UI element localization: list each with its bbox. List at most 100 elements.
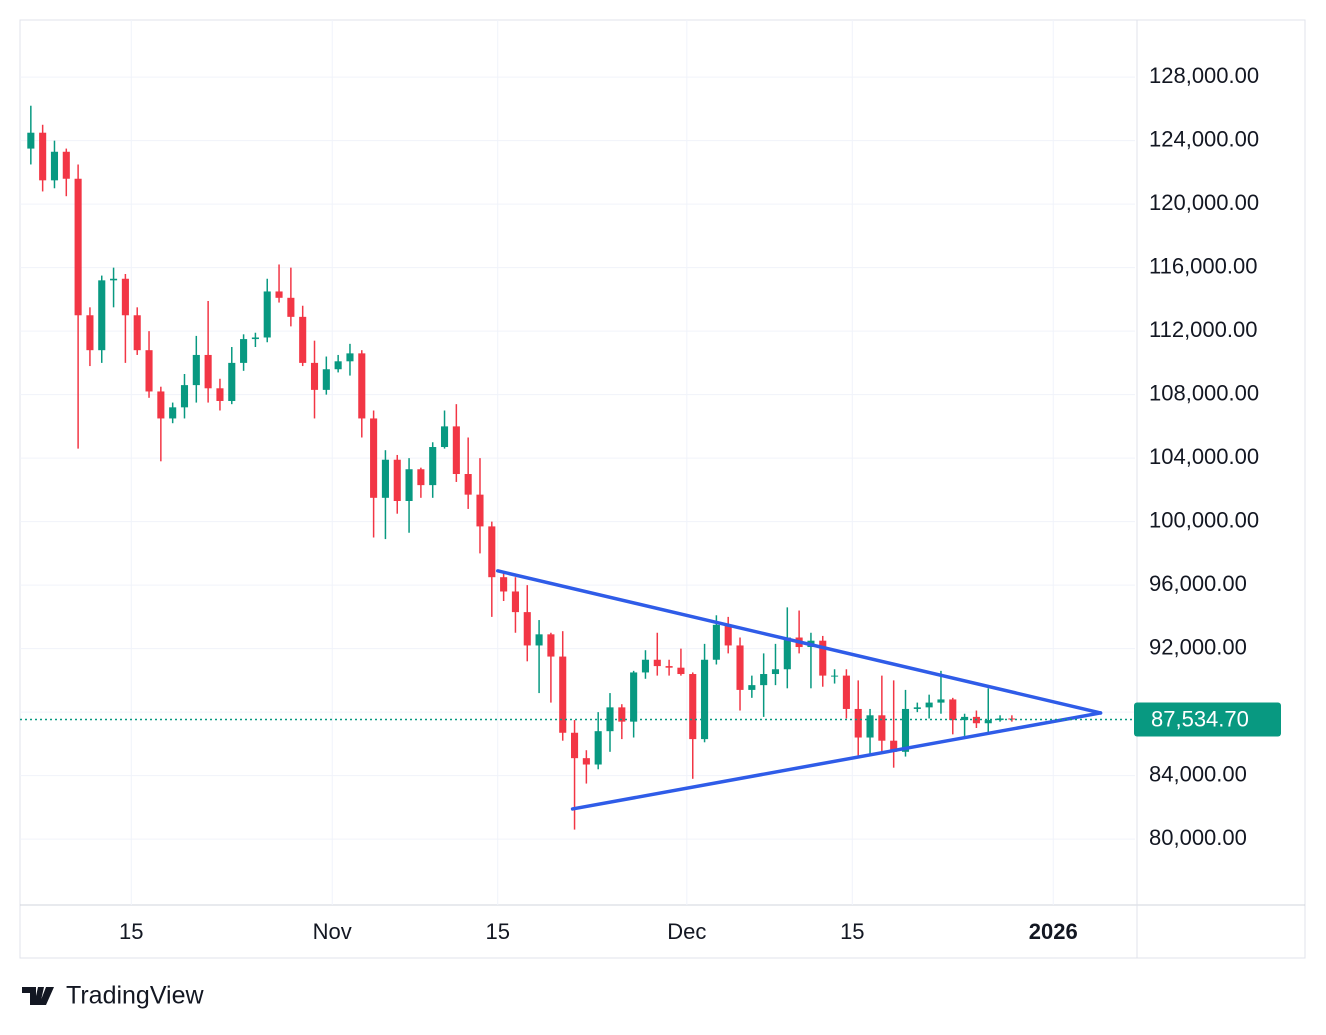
candle-body xyxy=(50,151,59,181)
y-tick-label: 116,000.00 xyxy=(1149,253,1257,278)
candle-body xyxy=(240,339,248,363)
x-tick-label: Nov xyxy=(313,919,352,944)
candle-body xyxy=(570,732,579,759)
y-tick-label: 92,000.00 xyxy=(1149,634,1247,659)
candle-body xyxy=(216,388,224,401)
candle-body xyxy=(86,315,94,351)
candle-body xyxy=(275,291,283,298)
candle-body xyxy=(381,459,389,498)
candle-body xyxy=(748,685,756,690)
candle-body xyxy=(630,672,638,722)
candle-body xyxy=(724,624,732,646)
x-tick-label: Dec xyxy=(667,919,706,944)
candle-body xyxy=(157,391,165,419)
candle-body xyxy=(27,132,35,149)
candle-body xyxy=(677,667,685,675)
candle-body xyxy=(204,354,212,389)
candle-body xyxy=(901,708,910,752)
candle-body xyxy=(192,354,200,386)
candle-body xyxy=(878,715,886,741)
candle-body xyxy=(251,337,259,340)
frame xyxy=(19,19,1306,959)
candle-body xyxy=(890,740,898,752)
candle-body xyxy=(949,699,957,721)
candle-body xyxy=(937,699,945,703)
candle-body xyxy=(831,675,839,677)
candle-body xyxy=(346,353,354,362)
candle-body xyxy=(736,645,744,690)
candle-body xyxy=(98,280,106,351)
candle-body xyxy=(689,674,697,740)
candle-body xyxy=(429,447,437,486)
candle-body xyxy=(618,707,626,722)
candle-body xyxy=(322,369,330,390)
candle-body xyxy=(110,278,118,281)
candle-body xyxy=(228,362,236,401)
candle-body xyxy=(74,178,82,316)
candle-body xyxy=(370,418,378,498)
last-price-tag xyxy=(1134,702,1281,737)
candle-body xyxy=(842,675,850,709)
y-tick-label: 96,000.00 xyxy=(1149,571,1247,596)
y-tick-label: 112,000.00 xyxy=(1149,317,1257,342)
candle-body xyxy=(133,315,141,351)
y-tick-label: 120,000.00 xyxy=(1149,190,1259,215)
candle-body xyxy=(701,659,709,740)
y-tick-label: 104,000.00 xyxy=(1149,444,1259,469)
candle-body xyxy=(641,659,650,673)
candle-body xyxy=(819,640,827,676)
x-tick-label: 15 xyxy=(485,919,509,944)
candle-body xyxy=(665,666,673,668)
candle-body xyxy=(287,297,295,317)
candle-body xyxy=(452,426,460,475)
candle-body xyxy=(582,758,590,765)
y-tick-label: 100,000.00 xyxy=(1149,507,1259,532)
y-tick-label: 124,000.00 xyxy=(1149,126,1259,151)
candle-body xyxy=(961,716,969,721)
candle-body xyxy=(913,707,921,709)
candle-body xyxy=(358,353,366,419)
y-tick-label: 108,000.00 xyxy=(1149,380,1259,405)
candle-body xyxy=(500,577,508,592)
candle-body xyxy=(405,469,413,501)
candle-body xyxy=(476,494,484,527)
candle-body xyxy=(511,591,519,613)
candle-body xyxy=(39,132,47,181)
candle-body xyxy=(464,474,472,495)
candle-body xyxy=(984,720,992,724)
candle-body xyxy=(594,731,602,765)
trendline xyxy=(570,711,1103,811)
logo: TradingView xyxy=(22,982,205,1010)
candle-body xyxy=(535,634,543,646)
y-tick-label: 84,000.00 xyxy=(1149,761,1247,786)
candle-body xyxy=(169,407,177,419)
candle-body xyxy=(440,426,449,448)
candle-body xyxy=(145,350,153,392)
candle-body xyxy=(712,624,720,660)
candle-body xyxy=(866,715,874,738)
candle-body xyxy=(547,634,555,657)
x-tick-label: 15 xyxy=(119,919,143,944)
candle-body xyxy=(417,469,425,486)
candle-body xyxy=(263,291,271,338)
candle-body xyxy=(488,526,496,578)
candle-body xyxy=(760,674,768,686)
candle-body xyxy=(559,656,567,733)
candle-body xyxy=(653,659,661,667)
candle-body xyxy=(783,637,791,670)
candle-body xyxy=(771,669,780,675)
candle-body xyxy=(334,361,342,370)
x-tick-label: 15 xyxy=(840,919,864,944)
candle-body xyxy=(854,708,862,738)
candle-body xyxy=(393,459,401,501)
last-price-label: 87,534.70 xyxy=(1151,706,1249,731)
candle-body xyxy=(62,151,70,179)
candle-body xyxy=(925,702,933,708)
trendline xyxy=(495,569,1103,715)
x-tick-label: 2026 xyxy=(1029,919,1078,944)
candle-body xyxy=(299,316,307,363)
candle-body xyxy=(121,278,129,316)
candle-body xyxy=(523,612,531,646)
candle-body xyxy=(310,362,319,390)
